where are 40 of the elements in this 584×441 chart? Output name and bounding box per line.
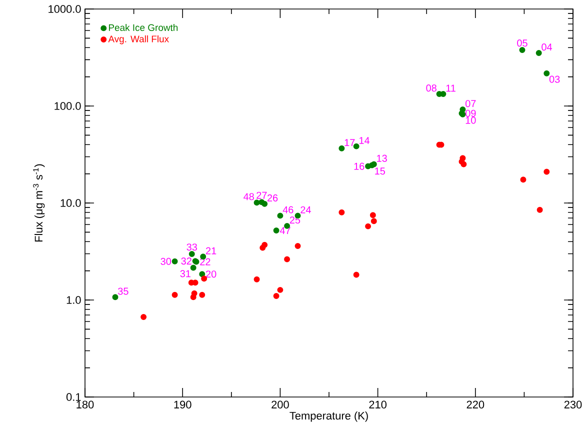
annotation: 32 [181,258,192,265]
annotation: 16 [354,162,364,170]
x-tick-label: 190 [174,400,192,408]
x-tick-label: 200 [272,400,289,408]
annotation: 26 [267,194,278,202]
annotation: 04 [542,44,552,51]
y-tick-label: 100.0 [54,102,81,110]
x-axis-title: Temperature (K) [290,412,368,422]
annotation: 09 [466,110,476,117]
annotation: 33 [186,244,197,251]
x-tick-label: 180 [76,400,94,408]
annotation: 10 [466,116,476,124]
annotation: 24 [300,206,311,214]
annotation: 20 [206,270,216,278]
y-tick-label: 1.0 [66,296,81,304]
annotation: 05 [517,40,528,47]
annotation: 07 [466,100,476,108]
x-tick-label: 230 [564,400,582,408]
legend-label: Peak Ice Growth [108,24,178,31]
annotation: 27 [256,192,267,199]
annotation: 14 [359,137,370,144]
annotation: 17 [344,139,355,146]
annotation: 30 [160,258,172,265]
annotation: 46 [282,206,294,214]
annotation: 13 [377,154,387,162]
x-tick-label: 220 [466,400,484,408]
y-tick-label: 1000.0 [48,5,81,13]
x-tick-label: 210 [369,400,387,408]
y-axis-title: Flux (μg m$^{-3}$ s$^{-1}$) [33,164,45,242]
legend-label: Avg. Wall Flux [108,35,169,44]
annotation: 11 [446,84,456,92]
annotation: 48 [244,193,254,200]
annotation: 35 [118,288,128,295]
annotation: 15 [375,168,386,175]
annotation: 03 [549,76,560,83]
annotation: 21 [206,247,216,254]
y-tick-label: 0.1 [66,393,81,401]
y-tick-label: 10.0 [60,199,81,207]
annotation: 08 [426,84,436,92]
annotation: 31 [180,270,190,278]
